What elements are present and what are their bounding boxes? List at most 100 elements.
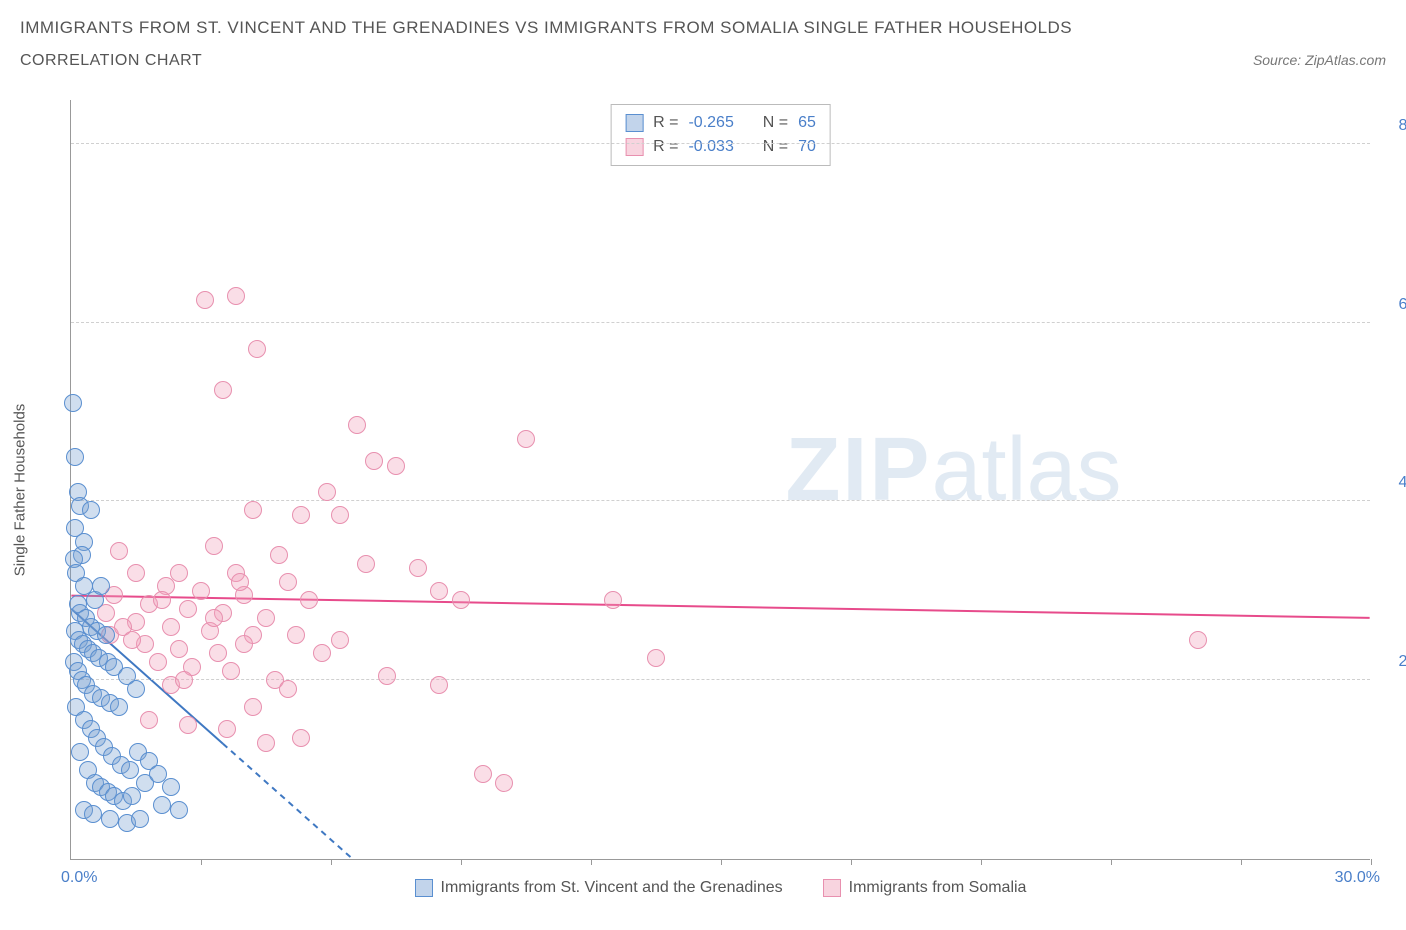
legend-label-b: Immigrants from Somalia xyxy=(849,879,1027,897)
x-tick-mark xyxy=(1371,859,1372,865)
x-tick-mark xyxy=(1241,859,1242,865)
data-point xyxy=(205,609,223,627)
legend-item-a: Immigrants from St. Vincent and the Gren… xyxy=(415,879,783,897)
data-point xyxy=(196,291,214,309)
data-point xyxy=(209,644,227,662)
data-point xyxy=(179,716,197,734)
data-point xyxy=(110,698,128,716)
data-point xyxy=(179,600,197,618)
x-tick-mark xyxy=(201,859,202,865)
data-point xyxy=(348,416,366,434)
data-point xyxy=(495,774,513,792)
bottom-legend: Immigrants from St. Vincent and the Gren… xyxy=(71,879,1370,897)
data-point xyxy=(140,711,158,729)
data-point xyxy=(517,430,535,448)
data-point xyxy=(162,618,180,636)
data-point xyxy=(409,559,427,577)
data-point xyxy=(474,765,492,783)
data-point xyxy=(218,720,236,738)
x-tick-mark xyxy=(721,859,722,865)
data-point xyxy=(292,506,310,524)
data-point xyxy=(214,381,232,399)
data-point xyxy=(279,680,297,698)
x-tick-mark xyxy=(591,859,592,865)
y-tick-label: 4.0% xyxy=(1399,474,1406,492)
y-axis-label: Single Father Households xyxy=(12,404,29,577)
data-point xyxy=(175,671,193,689)
x-tick-mark xyxy=(1111,859,1112,865)
source-attribution: Source: ZipAtlas.com xyxy=(1253,52,1386,68)
data-point xyxy=(452,591,470,609)
data-point xyxy=(101,810,119,828)
data-point xyxy=(331,631,349,649)
legend-item-b: Immigrants from Somalia xyxy=(823,879,1027,897)
x-tick-mark xyxy=(981,859,982,865)
n-value-b: 70 xyxy=(798,135,816,159)
data-point xyxy=(170,640,188,658)
data-point xyxy=(153,796,171,814)
data-point xyxy=(162,778,180,796)
data-point xyxy=(123,787,141,805)
data-point xyxy=(244,501,262,519)
data-point xyxy=(71,743,89,761)
data-point xyxy=(270,546,288,564)
stats-row-b: R = -0.033 N = 70 xyxy=(625,135,816,159)
data-point xyxy=(387,457,405,475)
correlation-chart: Single Father Households ZIPatlas R = -0… xyxy=(20,100,1386,880)
data-point xyxy=(257,734,275,752)
x-tick-mark xyxy=(851,859,852,865)
stats-legend-box: R = -0.265 N = 65 R = -0.033 N = 70 xyxy=(610,104,831,166)
data-point xyxy=(279,573,297,591)
legend-label-a: Immigrants from St. Vincent and the Gren… xyxy=(441,879,783,897)
data-point xyxy=(292,729,310,747)
data-point xyxy=(604,591,622,609)
data-point xyxy=(192,582,210,600)
chart-subtitle: CORRELATION CHART xyxy=(20,52,202,70)
y-tick-label: 6.0% xyxy=(1399,296,1406,314)
data-point xyxy=(318,483,336,501)
data-point xyxy=(121,761,139,779)
data-point xyxy=(149,653,167,671)
x-tick-mark xyxy=(331,859,332,865)
data-point xyxy=(205,537,223,555)
data-point xyxy=(222,662,240,680)
data-point xyxy=(82,501,100,519)
data-point xyxy=(131,810,149,828)
data-point xyxy=(244,698,262,716)
swatch-b-icon xyxy=(625,138,643,156)
data-point xyxy=(170,564,188,582)
data-point xyxy=(227,287,245,305)
data-point xyxy=(313,644,331,662)
data-point xyxy=(365,452,383,470)
data-point xyxy=(123,631,141,649)
data-point xyxy=(331,506,349,524)
r-value-a: -0.265 xyxy=(688,111,733,135)
legend-swatch-a-icon xyxy=(415,879,433,897)
swatch-a-icon xyxy=(625,114,643,132)
data-point xyxy=(1189,631,1207,649)
data-point xyxy=(647,649,665,667)
watermark: ZIPatlas xyxy=(785,419,1121,522)
data-point xyxy=(378,667,396,685)
n-value-a: 65 xyxy=(798,111,816,135)
data-point xyxy=(66,448,84,466)
plot-area: ZIPatlas R = -0.265 N = 65 R = -0.033 N … xyxy=(70,100,1370,860)
data-point xyxy=(357,555,375,573)
gridline xyxy=(71,143,1370,144)
legend-swatch-b-icon xyxy=(823,879,841,897)
x-tick-mark xyxy=(461,859,462,865)
data-point xyxy=(110,542,128,560)
data-point xyxy=(257,609,275,627)
stats-row-a: R = -0.265 N = 65 xyxy=(625,111,816,135)
y-tick-label: 2.0% xyxy=(1399,653,1406,671)
data-point xyxy=(127,680,145,698)
data-point xyxy=(153,591,171,609)
data-point xyxy=(92,577,110,595)
data-point xyxy=(84,805,102,823)
data-point xyxy=(287,626,305,644)
gridline xyxy=(71,500,1370,501)
y-tick-label: 8.0% xyxy=(1399,117,1406,135)
data-point xyxy=(430,582,448,600)
data-point xyxy=(248,340,266,358)
data-point xyxy=(127,564,145,582)
